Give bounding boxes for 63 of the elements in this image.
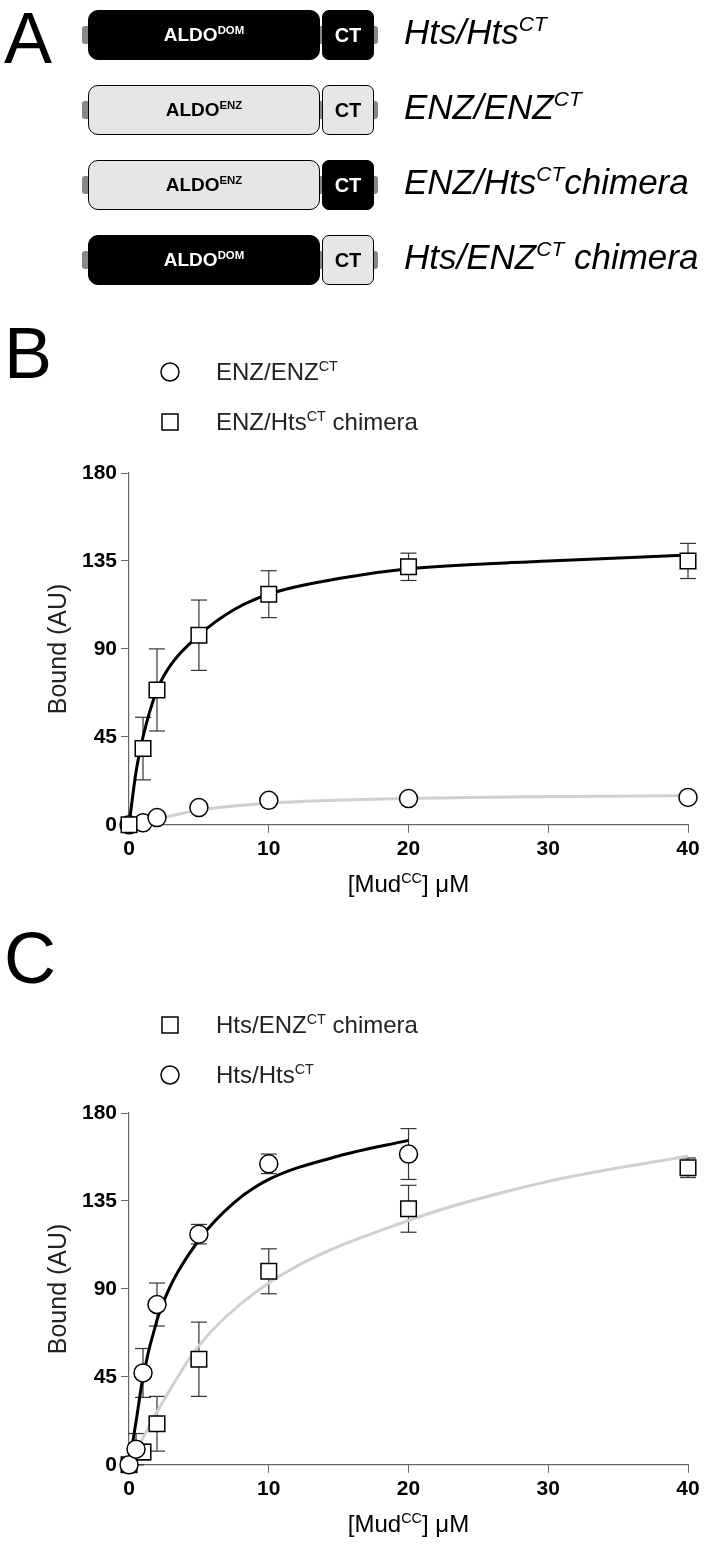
y-tick-label: 90 [93, 1275, 118, 1299]
y-tick-label: 180 [81, 1099, 118, 1123]
point [259, 790, 279, 811]
x-axis-title: [Mud$^{CC}$] μM [346, 870, 471, 898]
y-axis-title: Bound (AU) [42, 1223, 71, 1355]
x-tick-label: 0 [123, 1476, 135, 1500]
x-tick-label: 0 [123, 836, 135, 860]
x-tick-label: 10 [257, 836, 281, 860]
point [679, 552, 697, 570]
domain-block: CT [322, 160, 374, 210]
text: ENZ/Hts$^{CT}$chimera [404, 162, 689, 202]
y-tick-label: 180 [81, 459, 118, 483]
point [126, 1439, 146, 1459]
text: Hts/Hts$^{CT}$ [404, 12, 547, 52]
y-axis-title: Bound (AU) [42, 583, 71, 715]
x-tick-label: 40 [676, 836, 700, 860]
y-tick-label: 0 [105, 1451, 118, 1475]
point [398, 1144, 419, 1164]
point [148, 681, 166, 699]
point [398, 788, 419, 809]
y-tick-label: 0 [105, 811, 118, 835]
point [189, 797, 209, 818]
y-tick-label: 45 [93, 723, 118, 747]
domain-block: ALDO$^{ENZ}$ [88, 160, 320, 210]
point [190, 626, 208, 644]
point [119, 1455, 139, 1475]
point [134, 740, 152, 758]
domain-block: CT [322, 235, 374, 285]
point [399, 1200, 418, 1218]
text: Hts/ENZ$^{CT}$ chimera [404, 237, 699, 277]
domain-block: CT [322, 10, 374, 60]
legend-label: ENZ/ENZ$^{CT}$ [216, 358, 338, 386]
point [147, 1294, 167, 1315]
domain-block: ALDO$^{DOM}$ [88, 235, 320, 285]
point [678, 787, 698, 808]
y-tick-label: 135 [81, 1187, 118, 1211]
point [260, 1262, 278, 1280]
point [190, 1350, 208, 1368]
x-tick-label: 30 [536, 1476, 560, 1500]
point [147, 807, 167, 828]
legend-label: Hts/Hts$^{CT}$ [216, 1061, 314, 1089]
x-tick-label: 10 [257, 1476, 281, 1500]
y-tick-label: 135 [81, 547, 118, 571]
y-tick-label: 45 [93, 1363, 118, 1387]
y-tick-label: 90 [93, 635, 118, 659]
point [260, 585, 278, 603]
x-tick-label: 30 [536, 836, 560, 860]
chart-title: C [4, 918, 56, 998]
legend-label: Hts/ENZ$^{CT}$ chimera [216, 1011, 418, 1039]
chart-title: B [4, 313, 53, 393]
text: A [4, 0, 53, 78]
domain-block: ALDO$^{ENZ}$ [88, 85, 320, 135]
x-tick-label: 20 [396, 1476, 421, 1500]
point [399, 558, 418, 576]
text: ENZ/ENZ$^{CT}$ [404, 87, 582, 127]
point [148, 1415, 166, 1433]
domain-block: ALDO$^{DOM}$ [88, 10, 320, 60]
legend-label: ENZ/Hts$^{CT}$ chimera [216, 408, 418, 436]
point [133, 1363, 153, 1383]
x-tick-label: 20 [396, 836, 421, 860]
x-axis-title: [Mud$^{CC}$] μM [346, 1510, 471, 1538]
x-tick-label: 40 [676, 1476, 700, 1500]
domain-block: CT [322, 85, 374, 135]
